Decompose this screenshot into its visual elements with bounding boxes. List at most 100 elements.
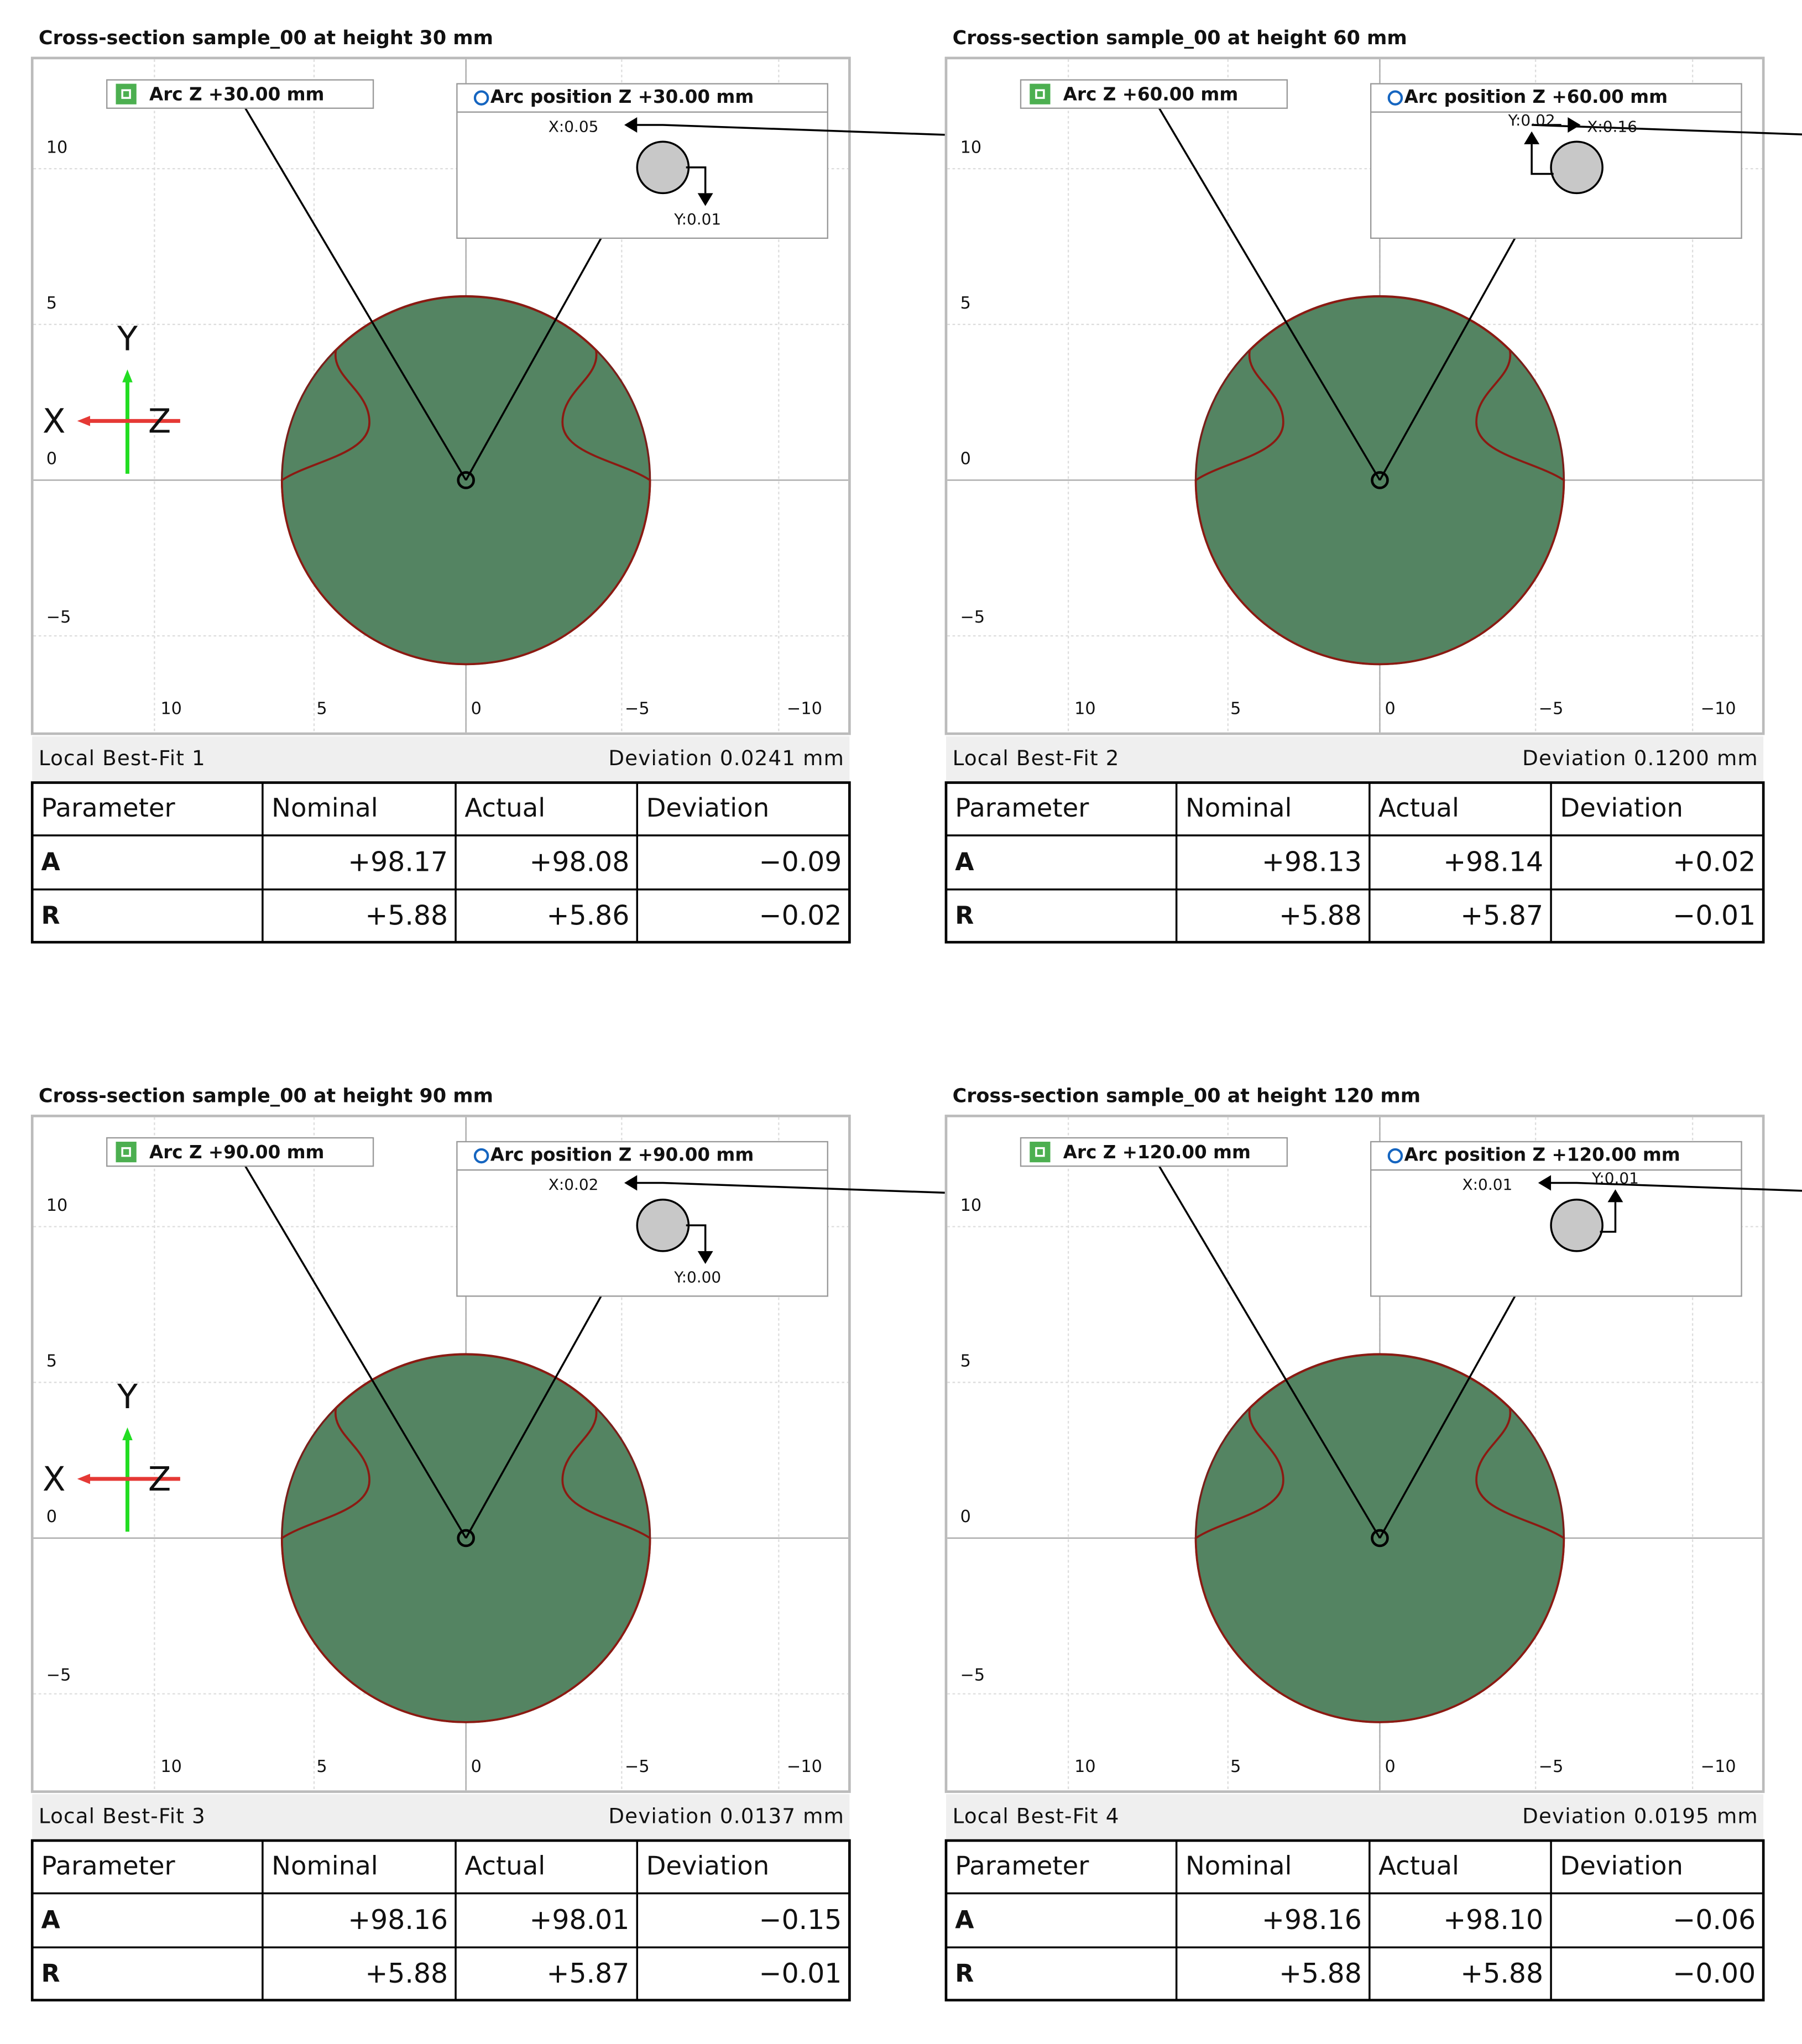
table-header: Nominal (271, 1850, 378, 1880)
table-cell: +98.13 (1262, 846, 1362, 878)
arc-label-box (1020, 1137, 1288, 1167)
x-arrowhead (624, 117, 638, 133)
x-tick-label: 5 (1230, 1757, 1241, 1776)
y-tick-label: 0 (46, 1507, 57, 1527)
table-header: Actual (464, 1850, 545, 1880)
table-cell: +5.88 (365, 1958, 448, 1989)
fit-name: Local Best-Fit 2 (953, 746, 1120, 770)
x-arrow (1548, 1182, 1802, 1192)
x-tick-label: 10 (160, 699, 182, 718)
x-tick-label: −5 (625, 699, 650, 718)
y-arrowhead (697, 1251, 713, 1264)
fit-bar (32, 1794, 850, 1839)
table-header: Parameter (955, 793, 1089, 823)
y-tick-label: 5 (46, 294, 57, 313)
panel: Cross-section sample_00 at height 30 mm 1… (30, 27, 1326, 944)
y-tick-label: 10 (46, 1196, 68, 1215)
table-header: Actual (1378, 1850, 1459, 1880)
arc-label: Arc Z +120.00 mm (1063, 1142, 1251, 1163)
position-label: Arc position Z +60.00 mm (1404, 86, 1668, 107)
arc-icon-inner (121, 89, 131, 99)
table-header: Actual (464, 793, 545, 823)
y-arrow (686, 166, 707, 194)
position-icon (1387, 90, 1403, 106)
arc-icon (116, 1141, 137, 1163)
triad-y-label: Y (117, 1378, 138, 1416)
y-shift-label: Y:0.01 (673, 210, 721, 228)
table-cell: +98.16 (348, 1904, 448, 1936)
arc-label: Arc Z +60.00 mm (1063, 83, 1238, 104)
center-marker (1371, 1529, 1389, 1548)
table-frame (30, 781, 851, 944)
table-cell: +5.87 (1460, 900, 1543, 931)
table-cell: −0.09 (759, 846, 842, 878)
x-shift-label: X:0.01 (1463, 1175, 1513, 1194)
x-tick-label: 0 (1385, 1757, 1395, 1776)
fit-bar (946, 736, 1764, 782)
position-disc (636, 1198, 690, 1252)
position-disc (636, 140, 690, 195)
table-frame (944, 781, 1765, 944)
fit-deviation: Deviation 0.0195 mm (1522, 1804, 1758, 1828)
y-tick-label: 10 (46, 138, 68, 157)
panel: Cross-section sample_00 at height 120 mm… (944, 1085, 1802, 2001)
table-cell: −0.06 (1673, 1904, 1756, 1936)
x-tick-label: −5 (1539, 1757, 1564, 1776)
center-marker (457, 1529, 475, 1548)
x-tick-label: 0 (471, 699, 482, 718)
x-tick-label: 10 (1074, 699, 1096, 718)
row-label: R (41, 1959, 60, 1988)
position-label: Arc position Z +120.00 mm (1404, 1144, 1680, 1165)
panel: Cross-section sample_00 at height 60 mm 1… (944, 27, 1802, 944)
table-cell: +98.10 (1443, 1904, 1543, 1936)
arc-label-box (106, 1137, 374, 1167)
triad-y-head (122, 1427, 133, 1441)
triad-z-label: Z (148, 402, 171, 441)
panel-title: Cross-section sample_00 at height 90 mm (39, 1085, 493, 1107)
position-icon (473, 90, 489, 106)
x-arrowhead (1568, 117, 1581, 133)
panel-title: Cross-section sample_00 at height 60 mm (953, 27, 1407, 49)
x-tick-label: 5 (316, 1757, 327, 1776)
y-tick-label: 5 (960, 1352, 971, 1371)
x-arrowhead (624, 1175, 638, 1191)
table-cell: −0.02 (759, 900, 842, 931)
position-label: Arc position Z +30.00 mm (490, 86, 754, 107)
row-label: A (955, 848, 974, 876)
arc-label-box (106, 79, 374, 109)
y-tick-label: −5 (960, 1666, 985, 1685)
row-label: A (41, 1906, 60, 1935)
position-icon (1387, 1148, 1403, 1164)
row-label: A (41, 848, 60, 876)
table-header: Deviation (1560, 1850, 1683, 1880)
arc-label: Arc Z +30.00 mm (149, 83, 324, 104)
section-profile (1194, 1353, 1565, 1723)
y-arrow (1531, 144, 1554, 175)
table-cell: +98.17 (348, 846, 448, 878)
y-arrow (1600, 1202, 1617, 1233)
row-label: R (955, 1959, 974, 1988)
table-cell: +5.87 (547, 1958, 630, 1989)
x-tick-label: 5 (1230, 699, 1241, 718)
panel: Cross-section sample_00 at height 90 mm 1… (30, 1085, 1326, 2001)
x-tick-label: −10 (787, 1757, 822, 1776)
y-shift-label: Y:0.01 (1591, 1169, 1639, 1187)
fit-name: Local Best-Fit 4 (953, 1804, 1120, 1828)
y-shift-label: Y:0.00 (673, 1268, 721, 1287)
arc-icon (1030, 1141, 1051, 1163)
triad-x-label: X (43, 402, 65, 441)
position-label: Arc position Z +90.00 mm (490, 1144, 754, 1165)
x-tick-label: 10 (1074, 1757, 1096, 1776)
x-tick-label: 0 (1385, 699, 1395, 718)
y-tick-label: 5 (46, 1352, 57, 1371)
x-tick-label: −10 (787, 699, 822, 718)
table-header: Nominal (1185, 1850, 1292, 1880)
table-cell: −0.01 (1673, 900, 1756, 931)
table-header: Actual (1378, 793, 1459, 823)
fit-deviation: Deviation 0.0137 mm (608, 1804, 844, 1828)
triad-y-head (122, 369, 133, 383)
x-tick-label: 10 (160, 1757, 182, 1776)
table-header: Parameter (41, 793, 175, 823)
panel-title: Cross-section sample_00 at height 30 mm (39, 27, 493, 49)
